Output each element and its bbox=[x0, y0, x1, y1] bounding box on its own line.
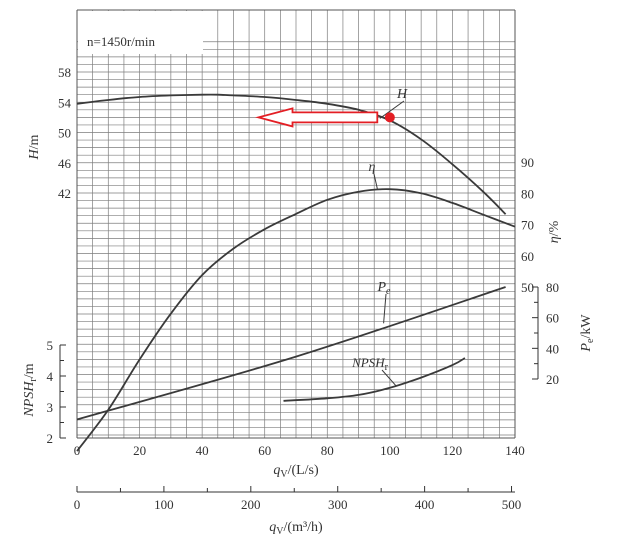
x2-tick-label: 400 bbox=[415, 497, 435, 512]
labels: n=1450r/min 0 20 40 60 80 100 120 140 qV/(L/s) 0 10… bbox=[22, 34, 596, 537]
curve-label: Pe bbox=[376, 280, 391, 297]
x-tick-label: 40 bbox=[196, 443, 209, 458]
red-arrow-icon bbox=[254, 107, 379, 128]
x-tick-label: 60 bbox=[258, 443, 271, 458]
h-tick-label: 42 bbox=[58, 186, 71, 201]
x-tick-label: 80 bbox=[321, 443, 334, 458]
curve-label: η bbox=[369, 160, 376, 175]
pe-axis-label: Pe/kW bbox=[579, 314, 596, 353]
eta-tick-label: 70 bbox=[521, 218, 534, 233]
x2-tick-label: 0 bbox=[74, 497, 81, 512]
grid bbox=[76, 9, 516, 439]
annotation bbox=[254, 107, 395, 128]
curve--line bbox=[76, 188, 516, 452]
x2-tick-label: 300 bbox=[328, 497, 348, 512]
x-tick-label: 120 bbox=[443, 443, 463, 458]
eta-tick-label: 60 bbox=[521, 249, 534, 264]
eta-tick-label: 80 bbox=[521, 186, 534, 201]
curve-label: H bbox=[396, 87, 408, 102]
curve-leader bbox=[379, 100, 405, 119]
pe-tick-label: 80 bbox=[546, 280, 559, 295]
curves bbox=[76, 93, 516, 452]
eta-axis-label: η/% bbox=[547, 220, 562, 243]
curve-label: NPSHr bbox=[351, 355, 389, 373]
eta-tick-label: 50 bbox=[521, 280, 534, 295]
x2-tick-label: 200 bbox=[241, 497, 261, 512]
x-tick-label: 20 bbox=[133, 443, 146, 458]
pe-tick-label: 40 bbox=[546, 341, 559, 356]
npsh-tick-label: 3 bbox=[47, 400, 54, 415]
curve-h-line bbox=[76, 93, 507, 215]
h-axis-label: H/m bbox=[27, 134, 42, 160]
h-tick-label: 54 bbox=[58, 95, 72, 110]
curve-pe-line bbox=[76, 286, 506, 421]
h-tick-label: 46 bbox=[58, 156, 72, 171]
pe-tick-label: 20 bbox=[546, 372, 559, 387]
npsh-tick-label: 5 bbox=[47, 338, 54, 353]
x-tick-label: 140 bbox=[505, 443, 525, 458]
eta-tick-label: 90 bbox=[521, 155, 534, 170]
curve-leader bbox=[373, 173, 378, 189]
axes bbox=[59, 286, 539, 493]
curve-leader bbox=[381, 369, 397, 387]
curve-npshr-line bbox=[283, 357, 466, 402]
x2-tick-label: 500 bbox=[502, 497, 522, 512]
x-tick-label: 0 bbox=[74, 443, 81, 458]
npsh-tick-label: 4 bbox=[47, 369, 54, 384]
curve-leader bbox=[383, 293, 387, 324]
x-axis-label: qV/(L/s) bbox=[273, 463, 319, 480]
pe-tick-label: 60 bbox=[546, 311, 559, 326]
npsh-tick-label: 2 bbox=[47, 431, 54, 446]
x2-tick-label: 100 bbox=[154, 497, 174, 512]
speed-label-box bbox=[78, 11, 203, 54]
operating-point-marker bbox=[384, 112, 395, 123]
h-tick-label: 50 bbox=[58, 126, 71, 141]
h-tick-label: 58 bbox=[58, 65, 71, 80]
speed-label: n=1450r/min bbox=[87, 34, 155, 49]
x2-axis-label: qV/(m³/h) bbox=[269, 520, 323, 537]
x-tick-label: 100 bbox=[380, 443, 400, 458]
npsh-axis-label: NPSHr/m bbox=[22, 363, 39, 417]
